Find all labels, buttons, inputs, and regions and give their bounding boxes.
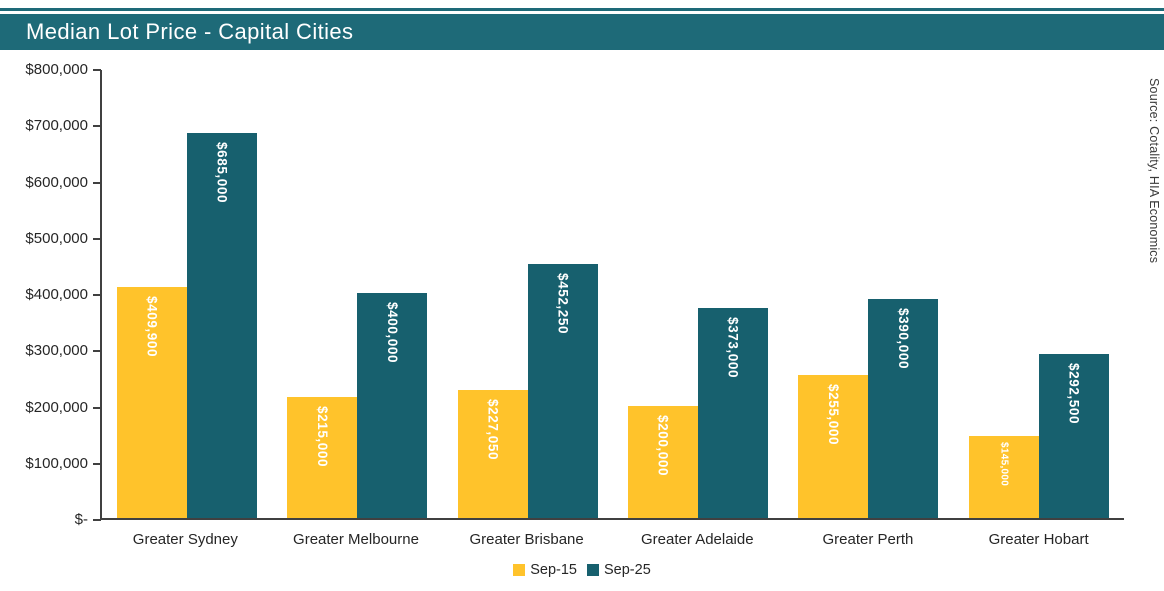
bar-group: $409,900 $685,000: [117, 70, 258, 518]
y-axis-tick-label: $600,000: [25, 173, 88, 191]
source-note: Source: Cotality, HIA Economics: [1147, 78, 1161, 264]
y-axis-tick-label: $-: [74, 511, 88, 528]
x-axis-category-cell: Greater Brisbane: [457, 531, 597, 548]
bar-data-label: $255,000: [825, 383, 841, 445]
bar-sep-15: $255,000: [798, 374, 869, 518]
legend-swatch-icon: [587, 564, 599, 576]
x-axis-labels: Greater Sydney Greater Melbourne Greater B…: [100, 531, 1124, 548]
bar-data-label: $400,000: [384, 302, 400, 364]
y-axis-tick-label: $400,000: [25, 286, 88, 303]
y-axis-tick-label: $800,000: [25, 61, 88, 78]
y-axis-tick-label: $100,000: [25, 454, 88, 472]
y-axis-tick-label: $700,000: [25, 117, 88, 135]
bar-data-label: $390,000: [895, 307, 911, 369]
bar-group: $200,000 $373,000: [628, 70, 769, 518]
x-axis-category-label: Greater Perth: [822, 531, 914, 548]
bar-sep-25: $685,000: [187, 132, 258, 518]
legend-swatch-icon: [513, 564, 526, 576]
bar-sep-15: $227,050: [457, 390, 528, 518]
bar-data-label: $373,000: [725, 317, 741, 379]
x-axis-category-label: Greater Sydney: [132, 531, 238, 548]
bar-data-label: $409,900: [144, 296, 160, 358]
x-axis-category-cell: Greater Melbourne: [286, 531, 426, 548]
top-accent-rule: [0, 8, 1164, 11]
x-axis-category-cell: Greater Perth: [798, 531, 938, 548]
bar-sep-15: $145,000: [968, 436, 1039, 518]
chart-title: Median Lot Price - Capital Cities: [26, 19, 354, 44]
legend-item: Sep-15: [513, 562, 577, 578]
legend: Sep-15 Sep-25: [0, 562, 1164, 578]
y-axis-tick-label: $200,000: [25, 398, 88, 416]
bar-data-label: $145,000: [998, 442, 1010, 487]
bar-sep-25: $292,500: [1038, 353, 1109, 518]
bar-sep-25: $452,250: [527, 263, 598, 518]
bar-sep-25: $400,000: [357, 293, 428, 518]
x-axis-category-label: Greater Melbourne: [293, 531, 419, 548]
x-axis-category-label: Greater Hobart: [988, 531, 1089, 548]
bar-data-label: $452,250: [555, 272, 571, 334]
y-axis-tick-label: $500,000: [25, 229, 88, 247]
bar-group: $215,000 $400,000: [287, 70, 428, 518]
bar-sep-15: $409,900: [117, 287, 188, 518]
legend-label: Sep-25: [604, 562, 651, 578]
plot-area: $409,900 $685,000 $215,000 $400,000 $227,050…: [100, 70, 1124, 520]
x-axis-category-label: Greater Adelaide: [641, 531, 754, 548]
bar-data-label: $292,500: [1066, 362, 1082, 424]
legend-label: Sep-15: [530, 562, 577, 578]
bar-group: $255,000 $390,000: [798, 70, 939, 518]
x-axis-category-cell: Greater Hobart: [969, 531, 1109, 548]
chart-area: $800,000 $700,000 $600,000 $500,000 $400,000…: [0, 50, 1164, 591]
x-axis-category-label: Greater Brisbane: [469, 531, 584, 548]
y-axis-tick-label: $300,000: [25, 342, 88, 360]
bar-groups-container: $409,900 $685,000 $215,000 $400,000 $227,050…: [102, 70, 1124, 518]
x-axis-category-cell: Greater Adelaide: [627, 531, 767, 548]
bar-sep-15: $215,000: [287, 397, 358, 518]
bar-sep-15: $200,000: [628, 405, 699, 518]
bar-data-label: $215,000: [314, 406, 330, 468]
bar-data-label: $200,000: [655, 414, 671, 476]
chart-title-bar: Median Lot Price - Capital Cities: [0, 14, 1164, 50]
bar-data-label: $227,050: [485, 399, 501, 461]
bar-data-label: $685,000: [214, 141, 230, 203]
x-axis-category-cell: Greater Sydney: [115, 531, 255, 548]
bar-group: $145,000 $292,500: [968, 70, 1109, 518]
bar-sep-25: $373,000: [698, 308, 769, 518]
bar-group: $227,050 $452,250: [457, 70, 598, 518]
bar-sep-25: $390,000: [868, 298, 939, 518]
legend-item: Sep-25: [587, 562, 651, 578]
